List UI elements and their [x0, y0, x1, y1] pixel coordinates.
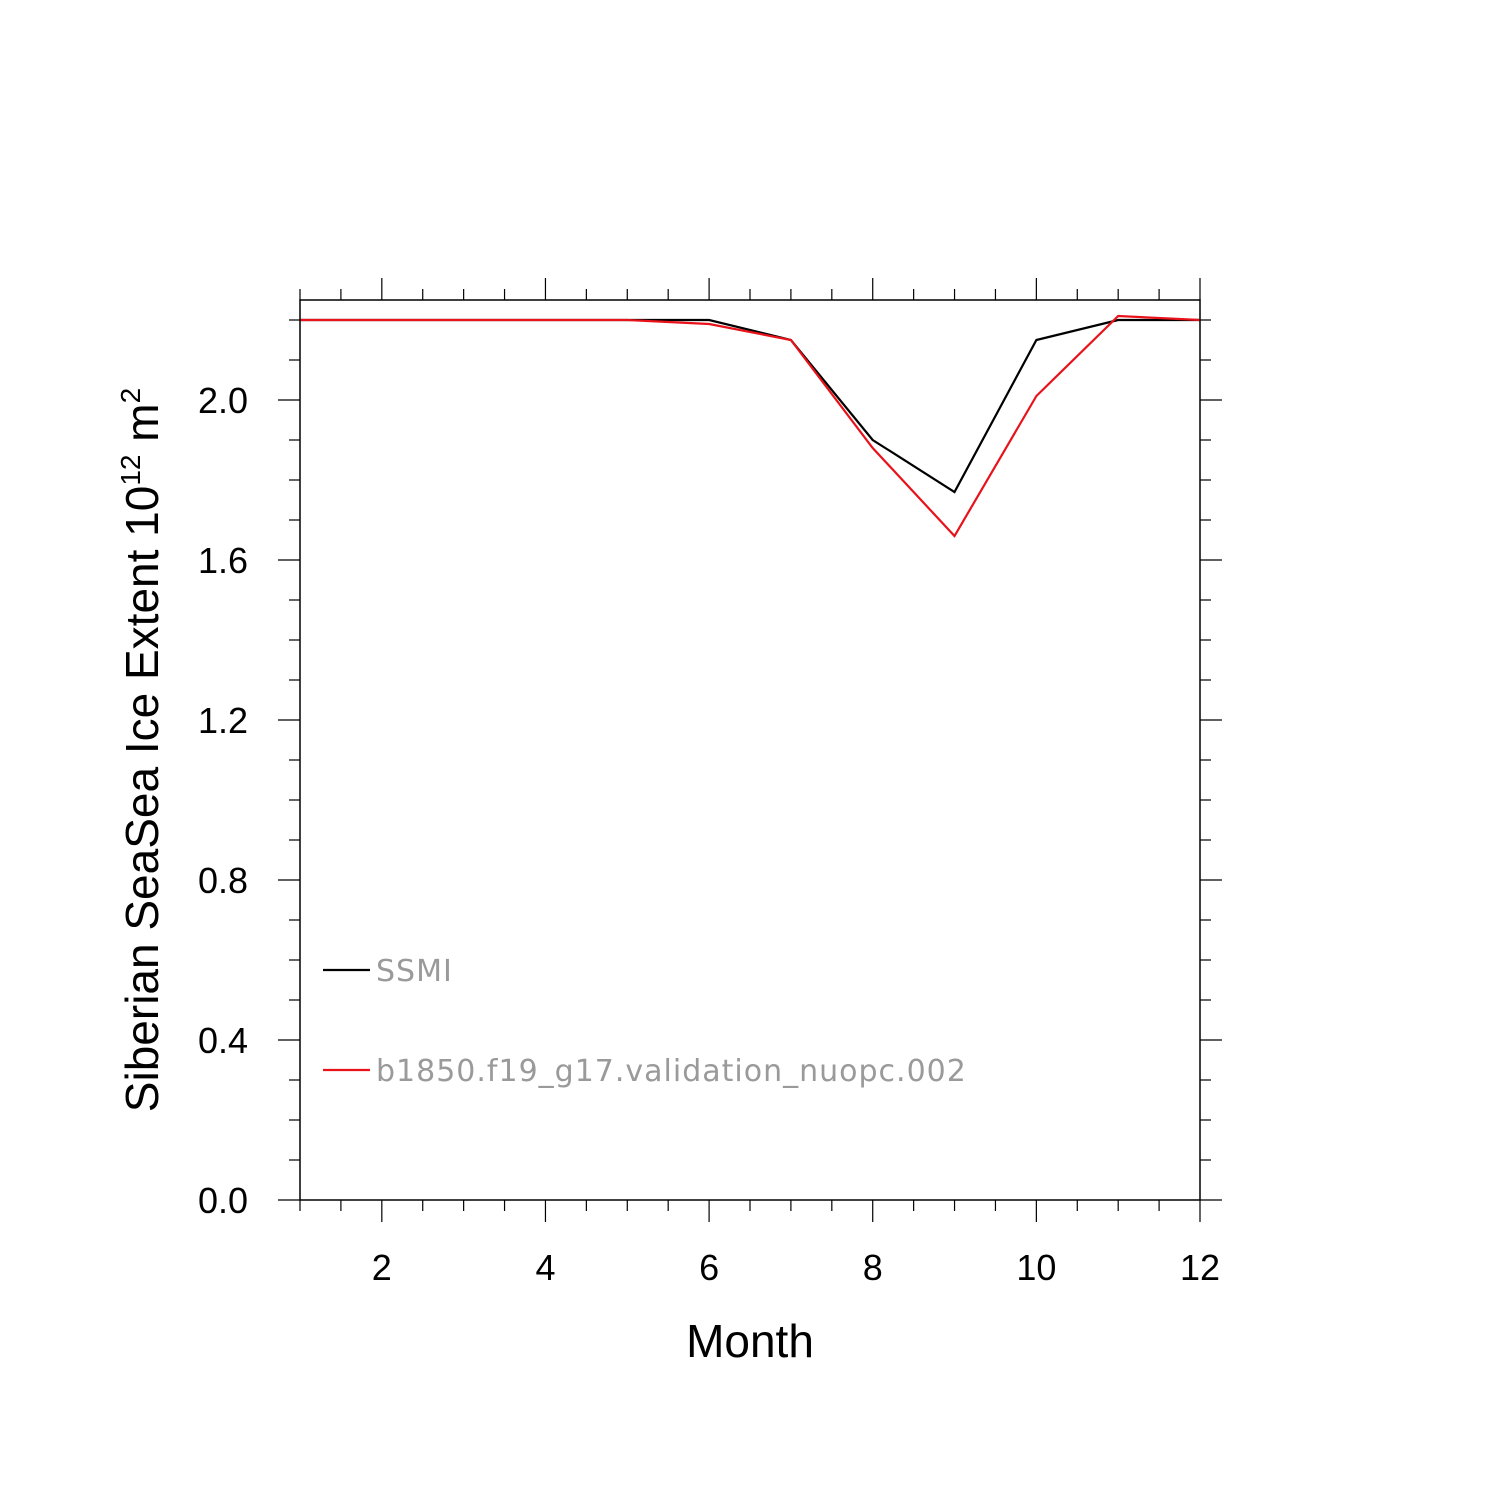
legend-label: SSMI — [376, 954, 453, 989]
plot-frame — [299, 299, 1201, 1201]
y-tick-label: 1.6 — [198, 540, 248, 581]
x-tick-label: 6 — [699, 1247, 719, 1288]
x-axis-title: Month — [686, 1315, 814, 1367]
series-lines — [300, 314, 1201, 538]
y-tick-label: 0.0 — [198, 1180, 248, 1221]
y-axis-title-exponent: 12 — [115, 455, 146, 486]
x-tick-label: 10 — [1016, 1247, 1056, 1288]
x-tick-label: 8 — [863, 1247, 883, 1288]
series-line-ssmi — [300, 318, 1200, 494]
y-tick-label: 2.0 — [198, 380, 248, 421]
y-tick-label: 0.4 — [198, 1020, 248, 1061]
y-axis-title-unit-exponent: 2 — [115, 388, 146, 404]
y-tick-label: 1.2 — [198, 700, 248, 741]
y-axis-title: Siberian SeaSea Ice Extent 1012 m2 — [115, 388, 168, 1112]
x-tick-label: 2 — [372, 1247, 392, 1288]
y-axis-title-text: Siberian SeaSea Ice Extent 10 — [116, 486, 168, 1113]
y-axis-title-unit: m — [116, 403, 168, 454]
legend-label: b1850.f19_g17.validation_nuopc.002 — [376, 1054, 967, 1089]
legend: SSMI b1850.f19_g17.validation_nuopc.002 — [323, 954, 967, 1089]
x-tick-label: 4 — [535, 1247, 555, 1288]
series-line-model — [300, 314, 1201, 538]
tick-labels: 2 4 6 8 10 12 0.0 0.4 0.8 1.2 1.6 2.0 — [198, 380, 1220, 1288]
axis-ticks — [278, 278, 1222, 1222]
x-tick-label: 12 — [1180, 1247, 1220, 1288]
y-tick-label: 0.8 — [198, 860, 248, 901]
